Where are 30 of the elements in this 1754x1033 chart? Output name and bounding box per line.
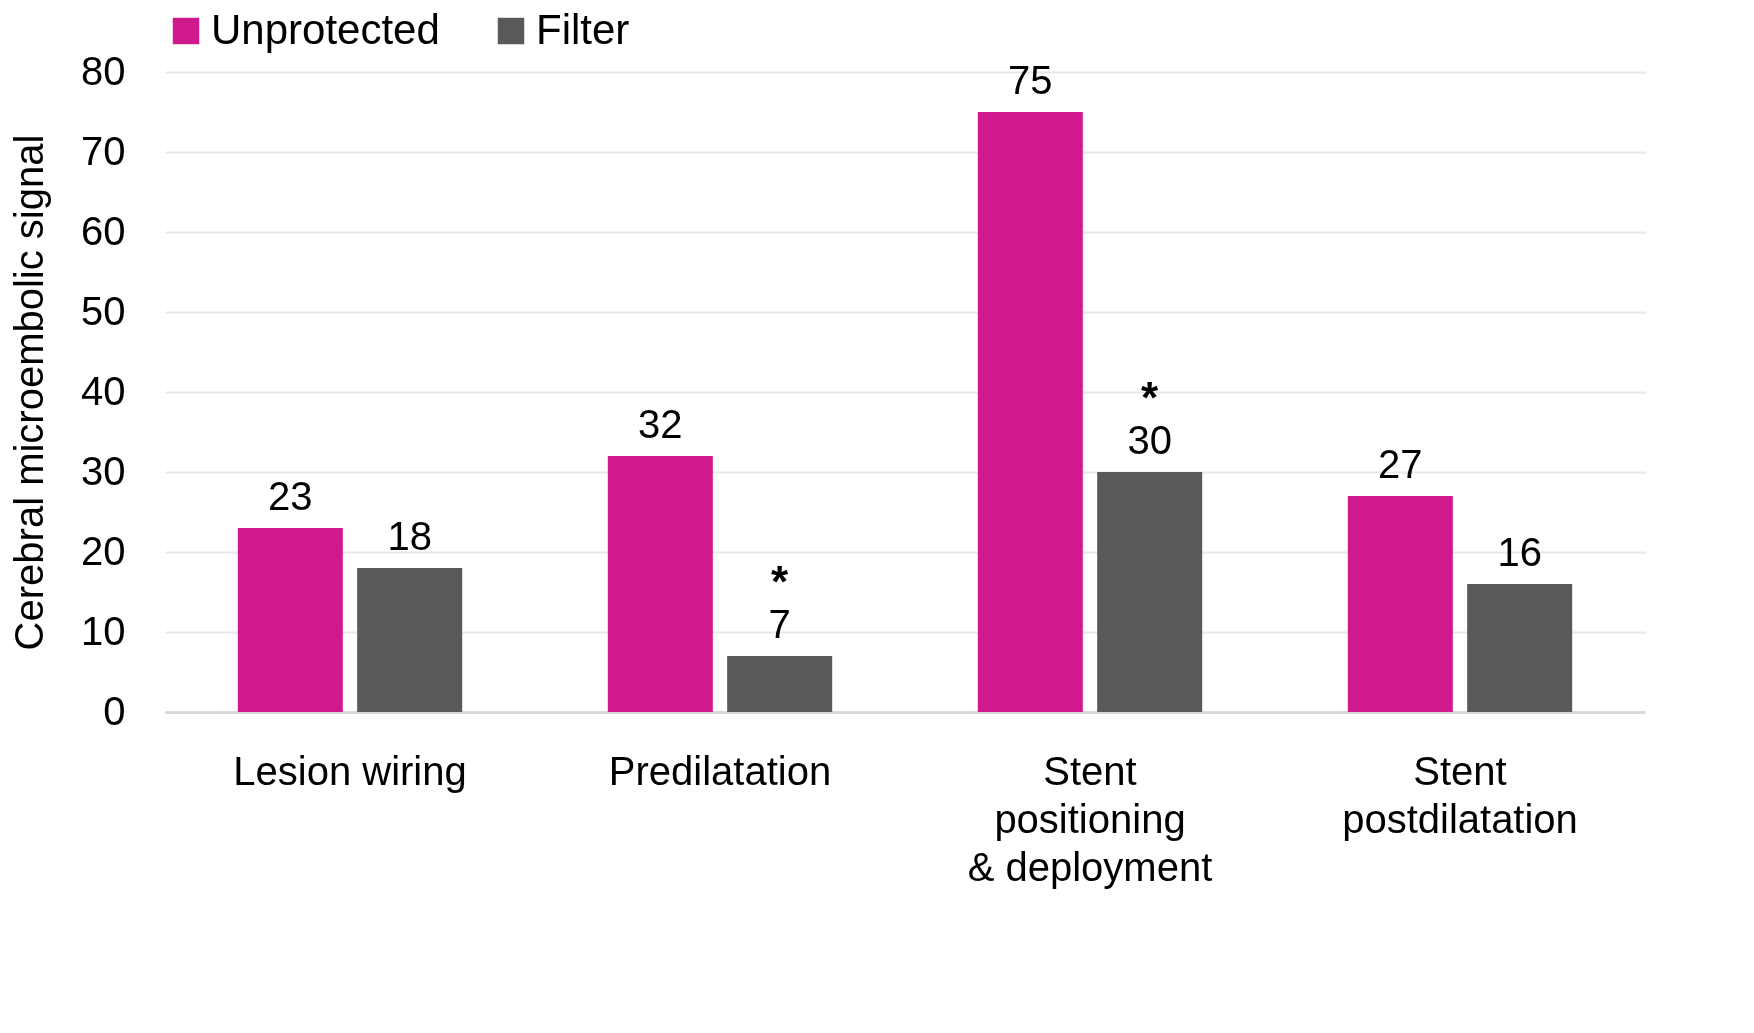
bar xyxy=(607,456,713,712)
y-tick-label: 40 xyxy=(81,368,126,413)
bar xyxy=(1467,584,1573,712)
bar xyxy=(1097,472,1203,712)
legend-label: Filter xyxy=(536,6,630,53)
y-tick-label: 30 xyxy=(81,448,126,493)
y-tick-label: 70 xyxy=(81,128,126,173)
y-tick-label: 50 xyxy=(81,288,126,333)
x-tick-label: Stent positioning & deployment xyxy=(967,748,1213,889)
legend-label: Unprotected xyxy=(211,6,440,53)
data-label: 23 xyxy=(268,474,313,518)
bar xyxy=(357,568,463,712)
data-label: 27 xyxy=(1378,442,1423,486)
y-tick-label: 10 xyxy=(81,608,126,653)
x-tick-label: Stent postdilatation xyxy=(1342,748,1578,841)
data-label: 16 xyxy=(1497,530,1542,574)
bar xyxy=(977,112,1083,712)
x-tick-label: Lesion wiring xyxy=(233,748,467,793)
y-tick-label: 80 xyxy=(81,48,126,93)
data-label: 18 xyxy=(387,514,432,558)
y-tick-label: 60 xyxy=(81,208,126,253)
data-label: 75 xyxy=(1008,58,1053,102)
bar xyxy=(1347,496,1453,712)
y-axis-title: Cerebral microembolic signal xyxy=(7,134,52,651)
data-label: 32 xyxy=(638,402,683,446)
bar xyxy=(237,528,343,712)
bar xyxy=(727,656,833,712)
y-tick-label: 0 xyxy=(103,688,126,733)
y-tick-label: 20 xyxy=(81,528,126,573)
x-tick-label: Predilatation xyxy=(608,748,832,793)
